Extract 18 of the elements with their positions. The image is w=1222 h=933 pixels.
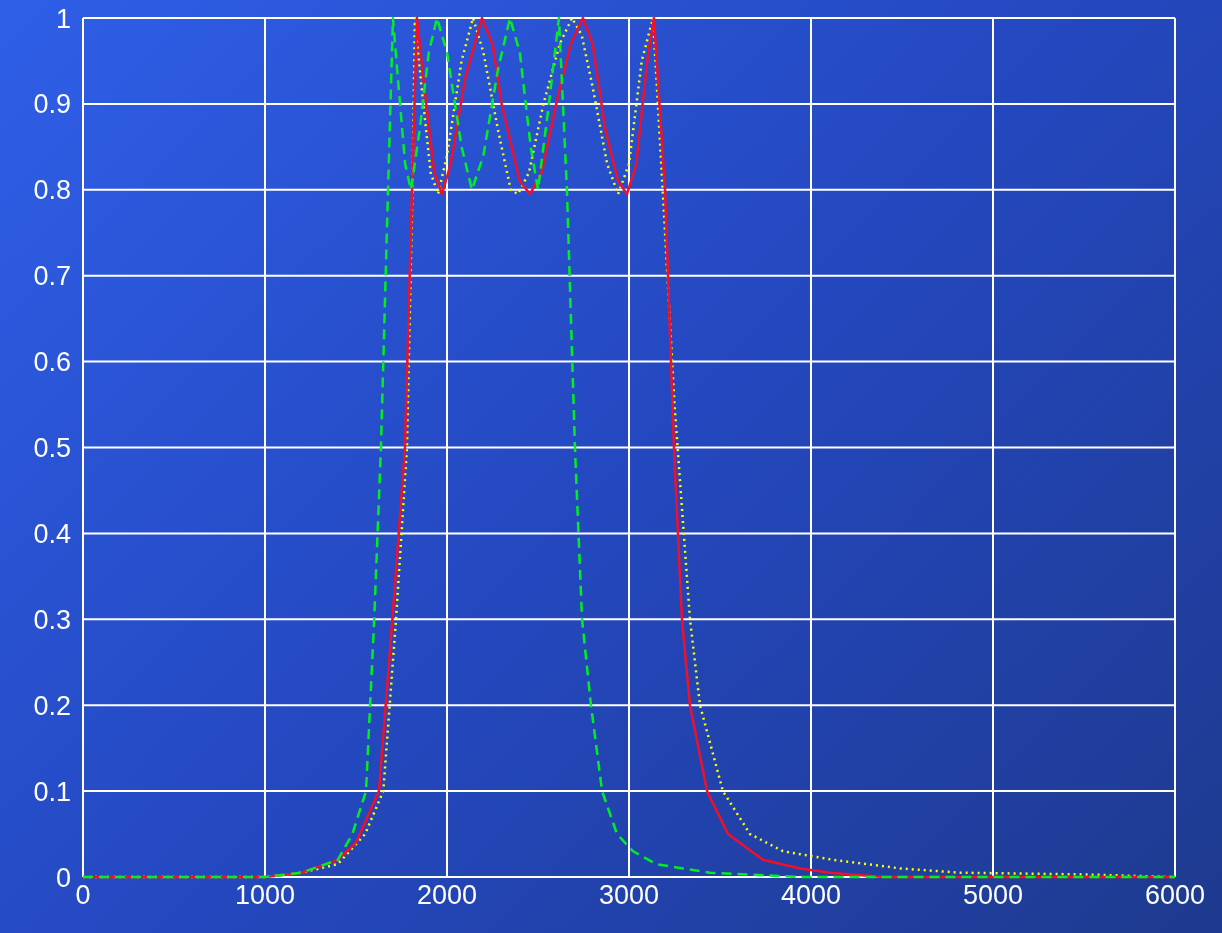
line-series xyxy=(81,16,1177,879)
y-tick-label: 0.9 xyxy=(33,89,71,120)
x-tick-label: 6000 xyxy=(1144,880,1206,911)
y-tick-label: 0.4 xyxy=(33,518,71,549)
x-tick-label: 2000 xyxy=(416,880,478,911)
y-tick-label: 0.8 xyxy=(33,175,71,206)
y-tick-label: 0.5 xyxy=(33,433,71,464)
y-tick-label: 0.6 xyxy=(33,347,71,378)
y-tick-label: 0.7 xyxy=(33,261,71,292)
x-tick-label: 3000 xyxy=(598,880,660,911)
x-tick-label: 0 xyxy=(75,880,91,911)
y-tick-label: 0.3 xyxy=(33,604,71,635)
y-tick-label: 0.1 xyxy=(33,776,71,807)
y-tick-label: 1 xyxy=(55,3,71,34)
x-tick-label: 1000 xyxy=(234,880,296,911)
x-tick-label: 5000 xyxy=(962,880,1024,911)
x-tick-label: 4000 xyxy=(780,880,842,911)
y-tick-label: 0.2 xyxy=(33,690,71,721)
